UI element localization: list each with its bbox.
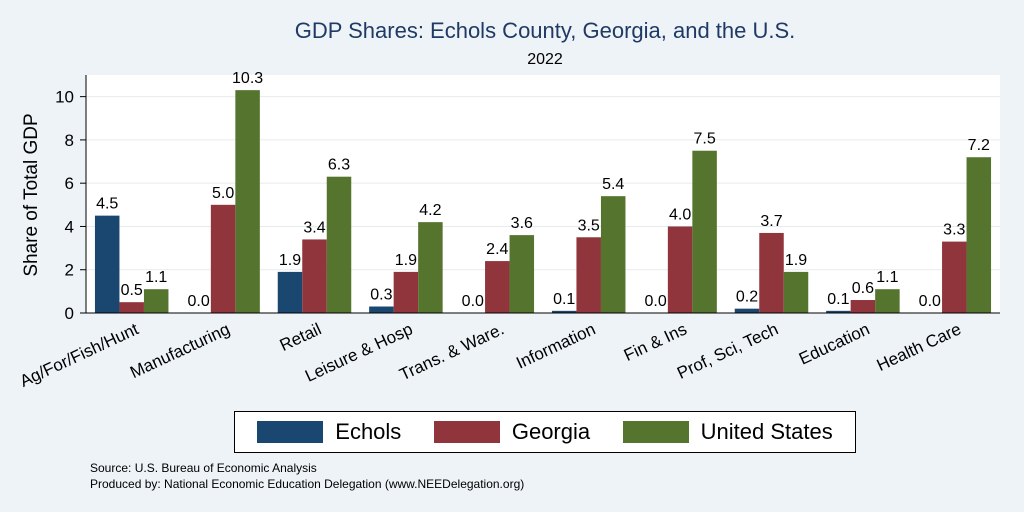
data-label: 10.3 (232, 70, 263, 87)
bar-united-states-trans-ware (509, 235, 535, 313)
bar-georgia-leisure-hosp (393, 271, 419, 313)
x-tick-label: Manufacturing (127, 319, 233, 382)
data-label: 0.6 (852, 280, 874, 297)
legend-swatch-united-states (622, 421, 689, 443)
y-tick-label: 2 (65, 261, 74, 280)
data-label: 7.5 (693, 131, 715, 148)
data-label: 1.9 (395, 252, 417, 269)
data-label: 5.4 (602, 176, 624, 193)
data-label: 3.6 (511, 215, 533, 232)
data-label: 3.7 (760, 213, 782, 230)
data-label: 3.4 (303, 219, 325, 236)
data-label: 0.0 (187, 293, 209, 310)
y-tick-label: 8 (65, 131, 74, 150)
bar-georgia-information (576, 237, 601, 313)
data-label: 1.1 (145, 269, 167, 286)
data-label: 0.2 (736, 289, 758, 306)
data-label: 3.3 (943, 222, 965, 239)
bar-united-states-health-care (966, 157, 992, 313)
bar-united-states-fin-ins (692, 150, 717, 313)
bar-georgia-prof-sci-tech (759, 232, 784, 313)
x-tick-label: Ag/For/Fish/Hunt (17, 319, 142, 391)
bar-united-states-education (875, 289, 900, 313)
y-tick-label: 6 (65, 174, 74, 193)
bar-echols-ag-for-fish-hunt (94, 215, 120, 313)
x-tick-label: Retail (277, 319, 324, 355)
bar-georgia-manufacturing (210, 204, 236, 313)
bar-echols-leisure-hosp (369, 306, 394, 313)
data-label: 4.2 (419, 202, 441, 219)
chart-subtitle: 2022 (527, 51, 563, 68)
legend-label-echols: Echols (335, 419, 402, 444)
y-tick-label: 4 (65, 217, 74, 236)
y-tick-label: 10 (55, 88, 74, 107)
bar-georgia-health-care (942, 241, 967, 313)
bar-echols-information (551, 310, 577, 313)
bar-united-states-ag-for-fish-hunt (143, 289, 169, 313)
data-label: 0.0 (644, 293, 666, 310)
legend-label-georgia: Georgia (511, 419, 591, 444)
legend-label-united-states: United States (700, 419, 833, 444)
bar-echols-retail (277, 271, 303, 313)
data-label: 1.9 (279, 252, 301, 269)
bar-united-states-prof-sci-tech (783, 271, 809, 313)
data-label: 0.0 (462, 293, 484, 310)
data-label: 4.5 (96, 196, 118, 213)
x-tick-label: Health Care (874, 319, 964, 375)
legend: Echols Georgia United States (234, 411, 856, 453)
bar-united-states-retail (326, 176, 352, 313)
x-tick-label: Fin & Ins (621, 319, 690, 365)
data-label: 2.4 (486, 241, 508, 258)
data-label: 5.0 (212, 185, 234, 202)
x-tick-label: Prof, Sci, Tech (674, 319, 781, 382)
data-label: 3.5 (578, 217, 600, 234)
x-tick-label: Information (513, 319, 598, 372)
bar-georgia-retail (302, 239, 327, 313)
x-tick-label: Trans. & Ware. (397, 319, 507, 384)
bar-georgia-fin-ins (667, 226, 693, 313)
bar-united-states-leisure-hosp (418, 222, 443, 313)
data-label: 0.1 (827, 291, 849, 308)
data-label: 0.1 (553, 291, 575, 308)
bar-georgia-ag-for-fish-hunt (119, 302, 144, 313)
legend-item-united-states: United States (622, 419, 833, 445)
x-tick-label: Education (796, 319, 873, 368)
source-note: Source: U.S. Bureau of Economic Analysis… (90, 460, 524, 492)
legend-swatch-echols (257, 421, 324, 443)
data-label: 1.9 (785, 252, 807, 269)
bar-georgia-trans-ware (485, 261, 510, 313)
source-line: Source: U.S. Bureau of Economic Analysis (90, 461, 317, 475)
legend-item-georgia: Georgia (433, 419, 591, 445)
data-label: 0.0 (919, 293, 941, 310)
data-label: 1.1 (876, 269, 898, 286)
data-label: 0.3 (370, 287, 392, 304)
data-label: 4.0 (669, 206, 691, 223)
legend-item-echols: Echols (257, 419, 401, 445)
chart-title: GDP Shares: Echols County, Georgia, and … (294, 18, 796, 43)
data-label: 7.2 (968, 137, 990, 154)
produced-by-line: Produced by: National Economic Education… (90, 477, 525, 491)
bar-echols-education (826, 310, 851, 313)
y-tick-label: 0 (65, 304, 74, 323)
data-label: 0.5 (121, 282, 143, 299)
data-label: 6.3 (328, 157, 350, 174)
bar-echols-prof-sci-tech (734, 308, 760, 313)
bar-united-states-information (600, 196, 626, 313)
bar-georgia-education (850, 300, 876, 313)
legend-swatch-georgia (433, 421, 500, 443)
bar-united-states-manufacturing (235, 90, 260, 314)
